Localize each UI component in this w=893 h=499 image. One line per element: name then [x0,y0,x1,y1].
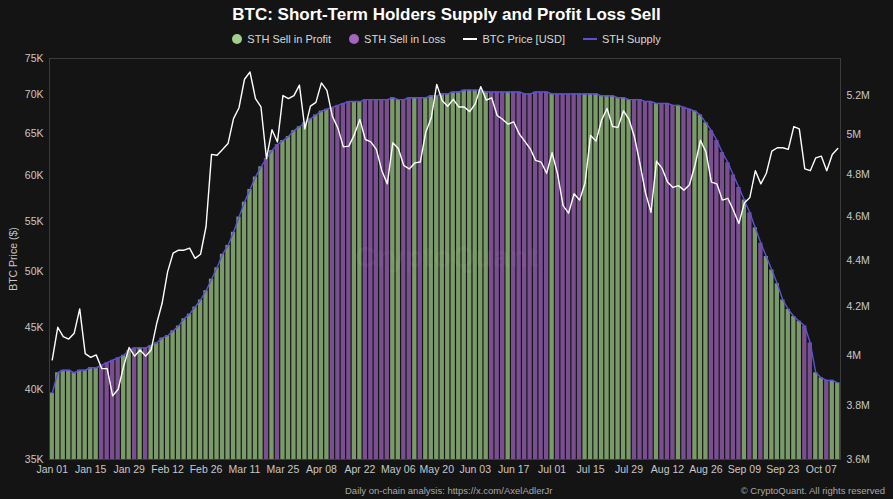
svg-text:Jul 15: Jul 15 [577,463,605,475]
svg-text:May 06: May 06 [381,463,416,475]
svg-text:Oct 07: Oct 07 [806,463,837,475]
svg-text:70K: 70K [25,88,44,100]
html-text:STH Supply: STH Supply [601,33,661,45]
svg-text:Jan 29: Jan 29 [113,463,145,475]
svg-text:BTC Price ($): BTC Price ($) [7,227,19,291]
html-text:Daily on-chain analysis: https: Daily on-chain analysis: https://x.com/A… [345,485,553,496]
svg-text:Jan 15: Jan 15 [75,463,107,475]
svg-text:5M: 5M [847,128,862,140]
svg-text:Feb 26: Feb 26 [190,463,223,475]
svg-text:60K: 60K [25,169,44,181]
svg-text:4M: 4M [847,349,862,361]
svg-text:Feb 12: Feb 12 [151,463,184,475]
svg-text:Mar 11: Mar 11 [229,463,261,475]
svg-text:May 20: May 20 [420,463,455,475]
svg-text:Jul 29: Jul 29 [615,463,643,475]
svg-text:4.8M: 4.8M [847,168,870,180]
html-text:BTC: Short-Term Holders Supply: BTC: Short-Term Holders Supply and Profi… [232,5,661,24]
svg-text:45K: 45K [25,321,44,333]
svg-text:75K: 75K [25,52,44,64]
svg-text:Apr 22: Apr 22 [344,463,375,475]
svg-text:Apr 08: Apr 08 [306,463,337,475]
html-text:© CryptoQuant. All rights rese: © CryptoQuant. All rights reserved [740,485,885,496]
svg-text:4.2M: 4.2M [847,300,870,312]
svg-text:Sep 23: Sep 23 [766,463,799,475]
svg-text:4.4M: 4.4M [847,254,870,266]
html-text:CryptoQuant: CryptoQuant [354,240,539,273]
svg-text:5.2M: 5.2M [847,89,870,101]
svg-text:Jul 01: Jul 01 [538,463,566,475]
svg-text:Aug 12: Aug 12 [651,463,684,475]
svg-text:40K: 40K [25,383,44,395]
svg-text:50K: 50K [25,265,44,277]
svg-text:3.8M: 3.8M [847,399,870,411]
svg-text:55K: 55K [25,215,44,227]
html-text:BTC Price [USD]: BTC Price [USD] [482,33,565,45]
html-text:STH Sell in Profit: STH Sell in Profit [247,33,332,45]
svg-text:4.6M: 4.6M [847,210,870,222]
html-text:STH Sell in Loss: STH Sell in Loss [364,33,446,45]
svg-text:Sep 09: Sep 09 [728,463,761,475]
svg-text:Aug 26: Aug 26 [689,463,722,475]
svg-text:3.6M: 3.6M [847,453,870,465]
svg-text:Jan 01: Jan 01 [36,463,68,475]
svg-text:35K: 35K [25,453,44,465]
svg-text:Mar 25: Mar 25 [267,463,300,475]
svg-text:Jun 03: Jun 03 [459,463,491,475]
svg-text:65K: 65K [25,127,44,139]
svg-text:Jun 17: Jun 17 [498,463,530,475]
